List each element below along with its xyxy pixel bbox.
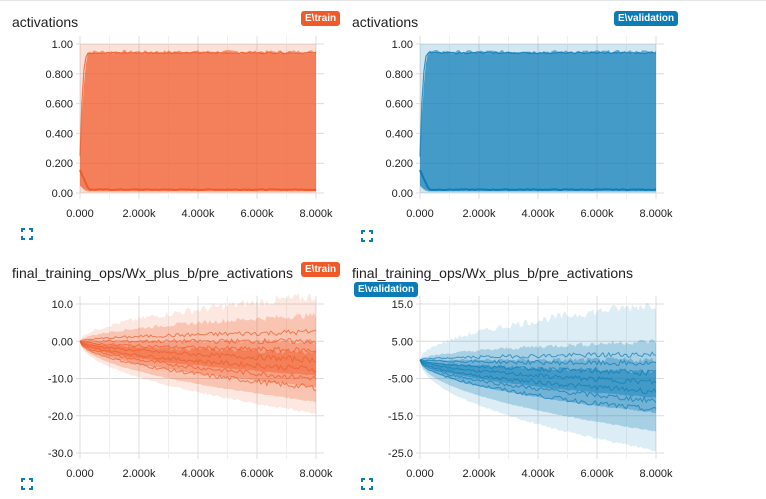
median-line — [79, 169, 317, 192]
upper-percentile-line — [79, 51, 317, 156]
percentile-band — [420, 49, 656, 192]
x-tick-label: 6.000k — [240, 468, 274, 480]
expand-icon[interactable] — [361, 477, 373, 490]
y-tick-label: 0.800 — [45, 69, 73, 81]
percentile-line — [79, 340, 317, 373]
percentile-line — [79, 337, 317, 345]
run-badge-validation: E\validation — [354, 282, 419, 297]
y-tick-label: 0.200 — [45, 158, 73, 170]
x-tick-label: 0.000 — [406, 208, 434, 220]
y-tick-label: 0.800 — [385, 69, 413, 81]
x-tick-label: 0.000 — [406, 468, 434, 480]
y-tick-label: 0.00 — [52, 336, 73, 348]
chart-activations-train[interactable]: 0.00 0.200 0.400 0.600 0.800 1.00 0.000 2.000k 4… — [0, 30, 350, 230]
percentile-band — [420, 51, 656, 191]
expand-icon[interactable] — [21, 477, 33, 490]
y-tick-label: -10.0 — [48, 374, 73, 386]
percentile-line — [419, 359, 657, 404]
percentile-line — [419, 359, 657, 367]
x-tick-label: 2.000k — [462, 208, 496, 220]
percentile-line — [419, 351, 657, 361]
chart-pre-activations-train[interactable]: -30.0 -20.0 -10.0 0.00 10.0 0.000 2.000k 4.000k… — [0, 290, 350, 490]
x-tick-label: 2.000k — [122, 468, 156, 480]
expand-icon[interactable] — [21, 227, 33, 240]
percentile-band — [420, 359, 656, 398]
y-tick-label: 0.200 — [385, 158, 413, 170]
percentile-line — [79, 341, 317, 392]
y-tick-label: -15.0 — [388, 411, 413, 423]
y-tick-label: 0.400 — [45, 128, 73, 140]
median-line — [419, 169, 657, 192]
y-tick-label: -25.0 — [388, 448, 413, 460]
y-tick-label: 10.0 — [52, 299, 73, 311]
chart-pre-activations-validation[interactable]: -25.0 -15.0 -5.00 5.00 15.0 0.000 2.000k 4.000k… — [340, 290, 690, 490]
x-tick-label: 0.000 — [66, 468, 94, 480]
x-tick-label: 6.000k — [240, 208, 274, 220]
x-tick-label: 8.000k — [299, 468, 333, 480]
y-tick-label: 1.00 — [52, 39, 73, 51]
y-tick-label: -20.0 — [48, 411, 73, 423]
x-tick-label: 8.000k — [299, 208, 333, 220]
x-tick-label: 4.000k — [181, 208, 215, 220]
percentile-band — [80, 51, 316, 191]
chart-activations-validation[interactable]: 0.00 0.200 0.400 0.600 0.800 1.00 0.000 2.000k 4… — [340, 30, 690, 230]
y-tick-label: 0.400 — [385, 128, 413, 140]
x-tick-label: 2.000k — [122, 208, 156, 220]
expand-icon[interactable] — [361, 229, 373, 242]
upper-percentile-line — [419, 51, 657, 157]
x-tick-label: 6.000k — [580, 208, 614, 220]
y-tick-label: -5.00 — [388, 374, 413, 386]
chart-title: activations — [12, 14, 79, 30]
x-tick-label: 8.000k — [639, 208, 673, 220]
y-tick-label: 0.600 — [385, 99, 413, 111]
percentile-line — [79, 340, 317, 364]
y-tick-label: 5.00 — [392, 336, 413, 348]
y-tick-label: 0.00 — [392, 188, 413, 200]
x-tick-label: 8.000k — [639, 468, 673, 480]
y-tick-label: 15.0 — [392, 299, 413, 311]
percentile-line — [419, 359, 657, 385]
x-tick-label: 4.000k — [521, 468, 555, 480]
y-tick-label: 1.00 — [392, 39, 413, 51]
percentile-band — [80, 49, 316, 192]
y-tick-label: 0.600 — [45, 99, 73, 111]
x-tick-label: 6.000k — [580, 468, 614, 480]
run-badge-train: E\train — [301, 262, 341, 277]
percentile-line — [79, 340, 317, 354]
y-tick-label: 0.00 — [52, 188, 73, 200]
chart-title: activations — [352, 14, 419, 30]
x-tick-label: 4.000k — [521, 208, 555, 220]
percentile-line — [419, 359, 657, 376]
run-badge-train: E\train — [301, 11, 341, 26]
x-tick-label: 2.000k — [462, 468, 496, 480]
top-divider — [0, 0, 766, 1]
y-tick-label: -30.0 — [48, 448, 73, 460]
percentile-line — [419, 359, 657, 395]
percentile-line — [79, 328, 317, 342]
x-tick-label: 4.000k — [181, 468, 215, 480]
x-tick-label: 0.000 — [66, 208, 94, 220]
chart-title: final_training_ops/Wx_plus_b/pre_activat… — [12, 265, 293, 281]
run-badge-validation: E\validation — [614, 11, 679, 26]
percentile-line — [419, 359, 657, 412]
percentile-line — [79, 340, 317, 382]
chart-title: final_training_ops/Wx_plus_b/pre_activat… — [352, 265, 633, 281]
